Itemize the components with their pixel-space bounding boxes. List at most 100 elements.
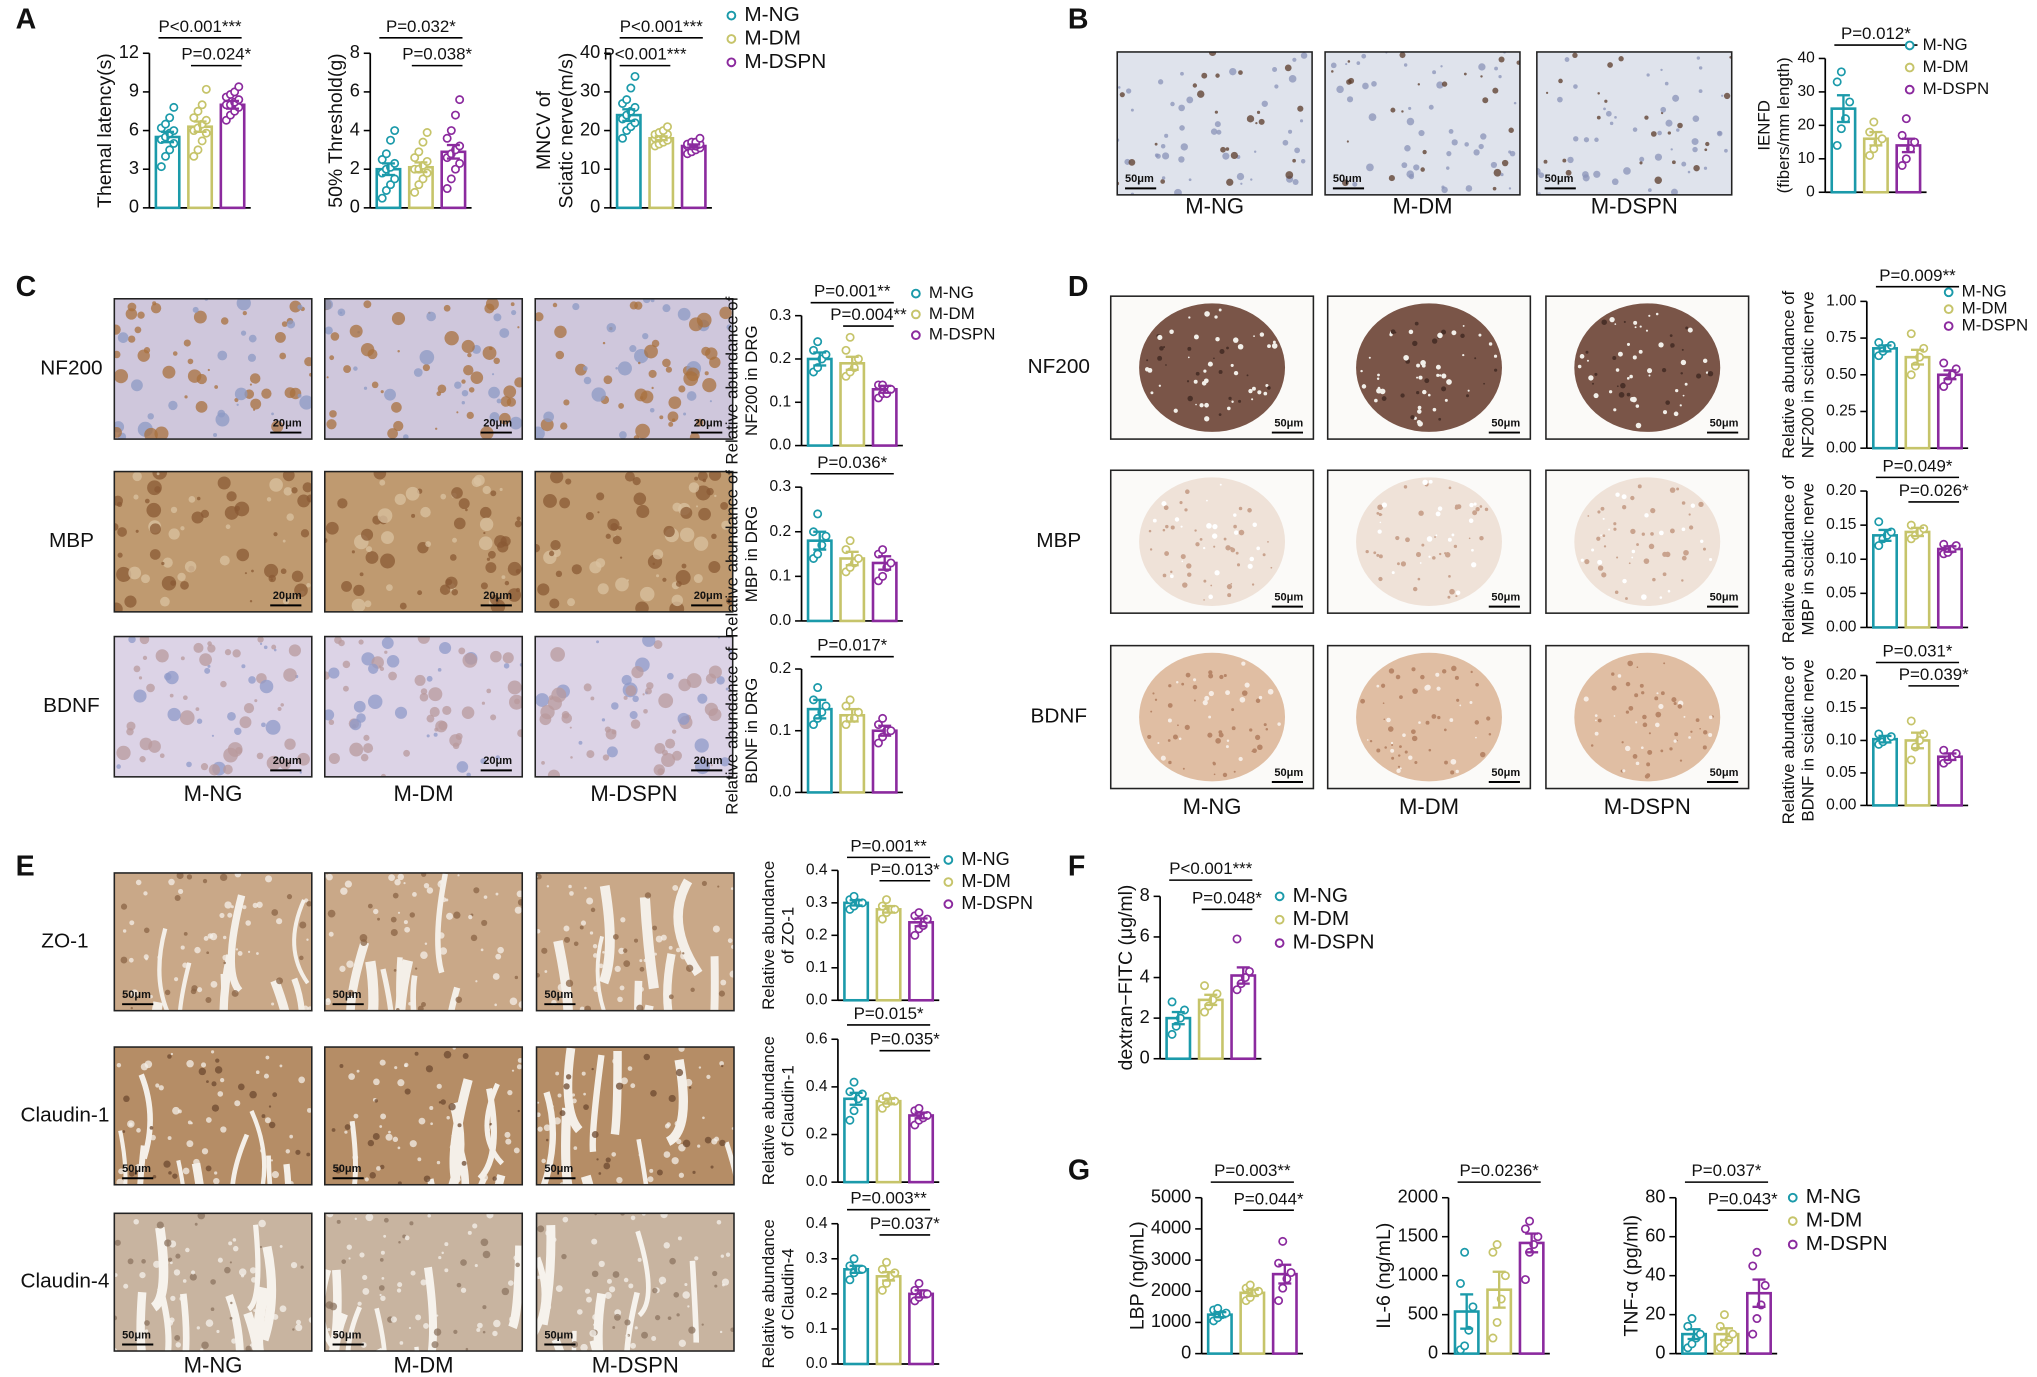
y-tick-label: 12 [119, 42, 139, 62]
texture [560, 422, 568, 430]
texture [168, 400, 178, 411]
texture [1431, 338, 1438, 344]
texture [271, 909, 279, 916]
texture [1253, 150, 1257, 153]
texture [1163, 505, 1169, 511]
y-tick-label: 0.1 [769, 393, 791, 410]
y-tick-label: 0.05 [1826, 764, 1857, 781]
micrograph [114, 1047, 312, 1185]
texture [328, 931, 334, 937]
texture [394, 879, 401, 886]
texture [1644, 513, 1649, 518]
y-tick-label: 40 [580, 42, 600, 62]
texture [324, 709, 335, 721]
row-label: Claudin-1 [21, 1103, 110, 1126]
texture [555, 1071, 560, 1076]
texture [152, 301, 157, 306]
texture [1267, 540, 1269, 543]
legend-marker [910, 330, 921, 341]
texture [666, 672, 674, 680]
texture [462, 1053, 469, 1059]
texture [347, 989, 355, 997]
texture [1218, 369, 1223, 374]
texture [1692, 115, 1700, 122]
texture [1667, 589, 1671, 593]
texture [271, 1002, 275, 1006]
data-point [1200, 981, 1210, 991]
texture [242, 905, 247, 910]
texture [297, 304, 303, 310]
texture [300, 1265, 304, 1269]
texture [167, 707, 181, 722]
texture [263, 645, 268, 650]
texture [150, 1134, 156, 1141]
texture [1658, 703, 1664, 710]
significance-label: P=0.013* [870, 860, 940, 879]
texture [239, 716, 252, 729]
texture [424, 942, 428, 946]
texture [1475, 736, 1477, 739]
texture [306, 900, 312, 907]
data-point [1836, 124, 1846, 134]
texture [205, 997, 212, 1003]
texture [297, 393, 302, 398]
texture [130, 1006, 133, 1010]
texture [1390, 329, 1396, 335]
texture [168, 1257, 173, 1262]
texture [537, 583, 550, 596]
texture [543, 1124, 551, 1132]
texture [226, 491, 237, 502]
texture [1203, 546, 1206, 550]
texture [597, 511, 600, 514]
texture [590, 907, 596, 913]
texture [1403, 485, 1408, 489]
micrograph-border [113, 872, 313, 1012]
y-tick-label: 0.2 [769, 350, 791, 367]
data-point [1901, 114, 1911, 124]
texture [228, 1241, 233, 1246]
texture [397, 349, 400, 353]
texture [1626, 342, 1631, 346]
y-tick-label: 0.1 [806, 1320, 828, 1337]
y-tick-label: 0.05 [1826, 584, 1857, 601]
texture [354, 1217, 357, 1220]
texture [716, 1219, 722, 1225]
texture [348, 1257, 351, 1260]
texture [698, 507, 711, 521]
texture [263, 1073, 269, 1079]
texture [152, 471, 168, 480]
texture [249, 600, 253, 603]
micrograph [536, 1047, 734, 1185]
texture [1181, 560, 1184, 563]
texture [391, 402, 402, 413]
texture [1590, 744, 1594, 747]
texture [1403, 63, 1408, 67]
texture [1662, 572, 1667, 577]
data-point [622, 95, 632, 105]
texture [336, 1219, 341, 1224]
texture [444, 330, 459, 346]
texture [182, 962, 188, 968]
texture [1391, 756, 1395, 760]
texture [446, 912, 454, 920]
micrograph-border [323, 298, 524, 440]
texture [155, 1083, 160, 1088]
texture [507, 588, 522, 602]
texture [1377, 373, 1380, 377]
texture [458, 647, 466, 655]
texture [176, 1159, 185, 1185]
texture [603, 1162, 611, 1170]
data-point [878, 571, 888, 581]
texture [1493, 168, 1502, 177]
data-point [169, 102, 179, 112]
texture [207, 644, 216, 653]
texture [1212, 524, 1218, 530]
micrograph-border [1326, 295, 1532, 440]
texture [282, 471, 295, 482]
texture [1192, 83, 1198, 88]
texture [1238, 529, 1245, 536]
data-point [849, 1077, 859, 1087]
data-point [1687, 1314, 1697, 1324]
legend-label: M-NG [929, 283, 974, 302]
scale-bar-label: 50μm [1491, 417, 1520, 429]
